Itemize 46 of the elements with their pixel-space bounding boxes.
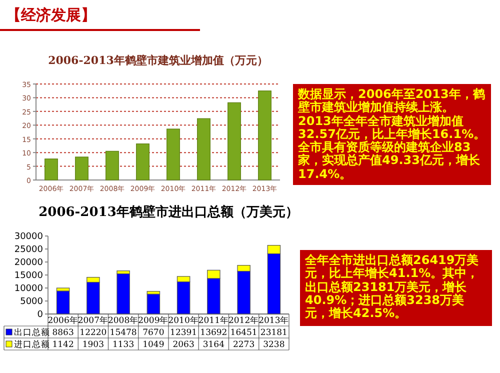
bar — [166, 128, 180, 180]
data-label: 7670 — [142, 328, 164, 338]
text: 数据显示，2006年至2013年，鹤壁市建筑业增加值持续上涨。2013年全年全市建筑业增加值32.57亿元，比上年增长16.1%。全市具有资质等级的建筑企业83家，实现总产值49.33亿元，增长17.4%。 — [293, 84, 491, 186]
y-tick-label: 20000 — [14, 258, 44, 268]
text: 全年全市进出口总额26419万美元，比上年增长41.1%。其中，出口总额23181万美元，增长40.9%；进口总额3238万美元，增长42.5%。 — [300, 250, 492, 326]
y-tick-label: 25000 — [14, 245, 44, 255]
data-label: 1049 — [142, 340, 164, 350]
y-tick-label: 15000 — [14, 271, 44, 281]
data-label: 15478 — [110, 328, 137, 338]
x-tick-label: 2010年 — [168, 315, 199, 326]
bar — [106, 150, 119, 180]
chart-title: 2006-2013年鹤壁市进出口总额（万美元） — [38, 204, 298, 220]
legend-label: 出口总额 — [14, 327, 50, 338]
x-tick-label: 2012年 — [228, 315, 260, 326]
legend-label: 进口总额 — [14, 339, 50, 350]
x-tick-label: 2008年 — [108, 315, 139, 326]
data-label: 13692 — [200, 328, 228, 338]
data-label: 8863 — [52, 328, 74, 338]
data-label: 1903 — [82, 340, 104, 350]
x-tick-label: 2009年 — [138, 315, 169, 326]
y-tick-label: 5000 — [20, 297, 44, 307]
bar — [75, 156, 88, 180]
y-tick-label: 30000 — [14, 232, 44, 242]
x-tick-label: 2013年 — [258, 315, 290, 326]
bar — [44, 158, 58, 180]
y-tick-label: 10000 — [14, 284, 44, 294]
data-label: 3238 — [263, 340, 285, 350]
y-tick-label: 0 — [37, 310, 44, 320]
data-label: 23181 — [260, 328, 288, 338]
x-tick-label: 2011年 — [198, 315, 230, 326]
data-label: 1142 — [52, 340, 74, 350]
data-label: 2273 — [232, 340, 255, 350]
data-label: 12220 — [80, 328, 107, 338]
data-label: 2063 — [172, 340, 194, 350]
chart-title: 2006-2013年鹤壁市建筑业增加值（万元） — [48, 54, 268, 67]
data-label: 12391 — [170, 328, 198, 338]
x-tick-label: 2007年 — [78, 315, 109, 326]
x-tick-label: 2006年 — [48, 315, 78, 326]
bar — [228, 102, 241, 180]
data-label: 1133 — [112, 340, 134, 350]
bar — [136, 143, 150, 180]
data-label: 3164 — [202, 340, 225, 350]
bar — [258, 90, 272, 180]
text: 【经济发展】 — [0, 2, 200, 31]
bar — [197, 118, 210, 180]
data-label: 16451 — [230, 328, 258, 338]
